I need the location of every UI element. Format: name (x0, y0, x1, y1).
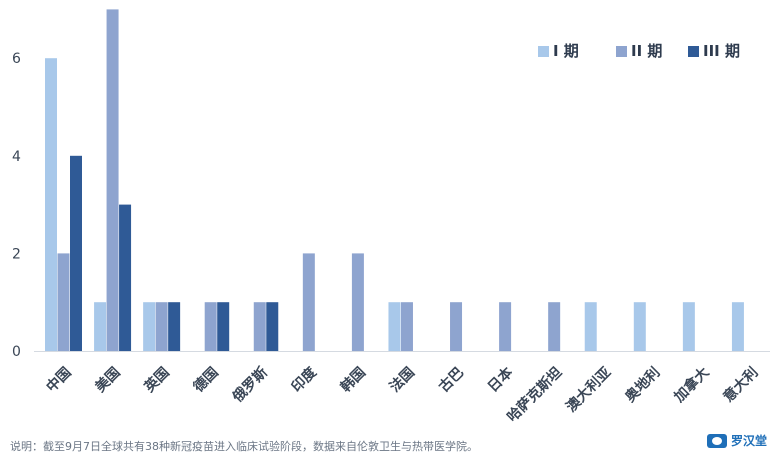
category-label: 加拿大 (670, 364, 712, 406)
category-label: 奥地利 (622, 364, 664, 406)
bar (633, 302, 646, 351)
category-label: 意大利 (720, 364, 762, 406)
bar (584, 302, 597, 351)
logo-icon (706, 433, 727, 448)
category-label: 日本 (484, 363, 517, 396)
bar (70, 155, 82, 351)
bar (119, 204, 132, 351)
y-tick-label: 2 (12, 246, 21, 262)
bar (155, 302, 168, 351)
bar (302, 253, 315, 351)
bar (168, 302, 181, 351)
category-label: 英国 (140, 364, 173, 397)
y-tick-label: 0 (12, 344, 21, 360)
category-label: 德国 (190, 364, 222, 396)
category-label: 俄罗斯 (228, 364, 270, 406)
bar (388, 302, 401, 351)
category-label: 澳大利亚 (563, 364, 615, 416)
bar (400, 302, 413, 351)
footnote: 说明：截至9月7日全球共有38种新冠疫苗进入临床试验阶段，数据来自伦敦卫生与热带… (10, 440, 478, 453)
category-label: 美国 (92, 364, 124, 396)
category-label: 古巴 (435, 364, 467, 396)
legend-label: I 期 (553, 42, 579, 60)
category-label: 法国 (386, 364, 418, 396)
bar (266, 302, 279, 351)
y-tick-label: 4 (12, 149, 21, 165)
brand-logo: 罗汉堂 (706, 432, 767, 449)
bar (682, 302, 695, 351)
y-tick-label: 6 (12, 51, 21, 67)
bar (499, 302, 512, 351)
bar (548, 302, 561, 351)
bar (94, 302, 107, 351)
legend-swatch (688, 46, 699, 57)
bar (204, 302, 217, 351)
bar (57, 253, 70, 351)
bar (217, 302, 230, 351)
bar (106, 9, 119, 352)
category-label: 中国 (43, 364, 75, 396)
bar (143, 302, 156, 351)
category-label: 印度 (288, 363, 321, 396)
legend-swatch (538, 46, 549, 57)
bar (253, 302, 266, 351)
legend-label: II 期 (631, 42, 662, 60)
bar (450, 302, 463, 351)
bar (351, 253, 364, 351)
legend-swatch (616, 46, 627, 57)
logo-text: 罗汉堂 (730, 434, 767, 448)
bar (45, 58, 57, 351)
category-label: 韩国 (337, 364, 369, 396)
bar (731, 302, 744, 351)
legend-label: III 期 (703, 42, 740, 60)
